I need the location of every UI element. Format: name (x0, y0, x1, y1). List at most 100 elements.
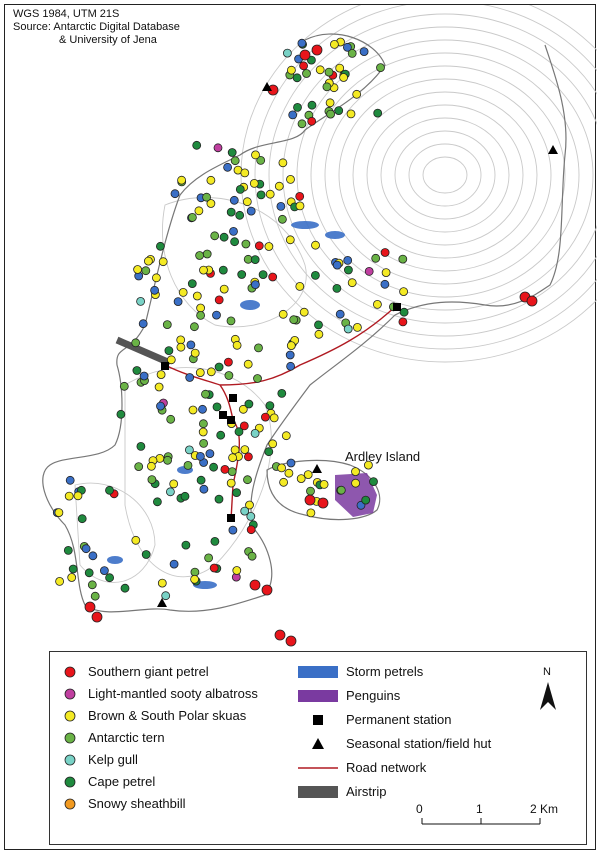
colony-point (81, 544, 91, 554)
colony-point (232, 566, 242, 575)
colony-point (204, 553, 214, 563)
colony-point (77, 514, 87, 524)
colony-point (343, 255, 353, 265)
colony-point (240, 506, 250, 516)
colony-point (265, 401, 275, 411)
legend-item-right: Seasonal station/field hut (346, 736, 492, 751)
colony-point (228, 453, 238, 463)
colony-point (399, 307, 409, 317)
colony-point (238, 404, 248, 414)
seasonal-station (157, 598, 167, 607)
colony-point (339, 73, 349, 82)
colony-point (302, 69, 311, 78)
contour-ring (338, 78, 552, 272)
airstrip (115, 336, 172, 367)
colony-point (282, 48, 292, 58)
colony-point (335, 309, 345, 319)
contour-ring (380, 117, 510, 233)
colony-point (351, 478, 361, 488)
colony-point (141, 550, 151, 559)
giant-petrel-point (526, 295, 538, 307)
colony-point (143, 256, 153, 266)
legend-swatch (64, 776, 76, 788)
colony-point (284, 468, 294, 478)
colony-point (295, 281, 305, 291)
colony-point (277, 463, 287, 473)
colony-point (173, 297, 183, 307)
colony-point (136, 296, 146, 306)
contour-ring (324, 65, 566, 285)
colony-point (181, 540, 191, 550)
colony-point (398, 254, 408, 264)
legend-item-left: Cape petrel (88, 774, 156, 789)
legend-symbols (64, 666, 556, 825)
colony-point (326, 109, 336, 119)
colony-point (209, 563, 219, 573)
colony-point (237, 270, 247, 279)
colony-point (183, 460, 193, 470)
colony-point (361, 495, 371, 505)
colony-point (152, 497, 162, 507)
colony-point (347, 49, 357, 58)
colony-point (243, 452, 253, 462)
colony-point (234, 427, 244, 437)
colony-point (169, 479, 179, 489)
colony-point (214, 362, 224, 372)
colony-point (278, 309, 288, 319)
colony-point (176, 342, 186, 352)
credit-source-2: & University of Jena (59, 34, 157, 46)
colony-point (239, 421, 249, 431)
colony-point (136, 441, 146, 451)
colony-point (198, 427, 208, 437)
colony-point (265, 189, 275, 199)
colony-point (307, 116, 317, 126)
colony-point (228, 525, 238, 535)
colony-point (297, 38, 307, 48)
colony-point (198, 404, 207, 414)
colony-point (286, 174, 295, 184)
colony-point (343, 265, 353, 275)
legend-swatch (64, 710, 76, 722)
colony-point (286, 341, 296, 351)
giant-petrel-point (249, 579, 261, 591)
colony-point (244, 399, 254, 409)
contour-ring (282, 26, 597, 324)
colony-point (165, 487, 175, 497)
colony-point (347, 278, 357, 288)
colony-point (258, 270, 268, 280)
legend-swatch (298, 666, 338, 678)
colony-point (186, 340, 196, 350)
colony-point (163, 455, 173, 465)
colony-point (196, 475, 206, 485)
colony-point (131, 338, 141, 348)
contour-ring (408, 143, 482, 207)
colony-point (363, 460, 373, 470)
colony-point (189, 322, 199, 332)
colony-point (133, 265, 143, 274)
colony-point (161, 591, 171, 601)
colony-point (295, 201, 305, 211)
colony-point (343, 324, 353, 334)
colony-point (314, 329, 324, 339)
colony-point (199, 484, 209, 494)
colony-point (84, 568, 94, 578)
giant-petrel-point (91, 611, 103, 623)
colony-point (131, 535, 141, 545)
colony-point (194, 206, 204, 216)
colony-point (188, 405, 198, 415)
legend-swatch (64, 688, 76, 700)
colony-point (187, 212, 197, 222)
colony-point (88, 551, 98, 561)
colony-point (100, 566, 109, 575)
colony-point (196, 303, 206, 313)
colony-point (332, 260, 342, 270)
colony-point (205, 449, 215, 459)
colony-point (292, 73, 302, 83)
colony-point (185, 373, 195, 382)
north-arrow-icon (540, 682, 556, 710)
giant-petrel-point (311, 44, 323, 56)
contour-line (124, 367, 272, 578)
colony-point (254, 241, 264, 251)
legend: Southern giant petrel Light-mantled sooty… (49, 651, 587, 845)
colony-point (164, 346, 174, 356)
